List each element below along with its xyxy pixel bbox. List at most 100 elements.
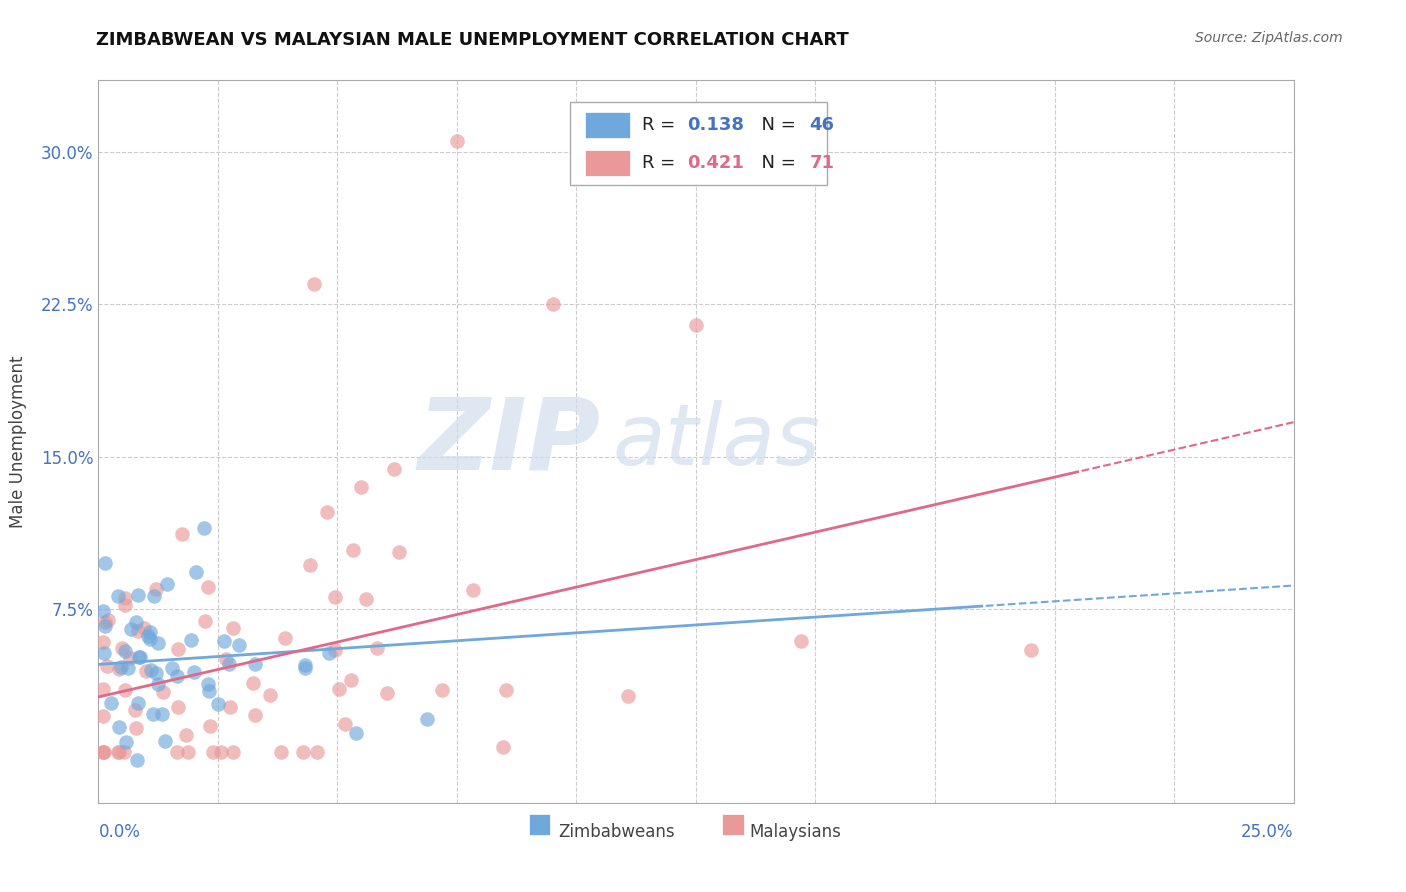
Point (114, 598, 136, 612)
Point (790, 634, 813, 648)
Point (340, 673, 363, 687)
Point (93, 745, 115, 759)
FancyBboxPatch shape (723, 814, 744, 835)
Point (125, 615, 148, 629)
Point (91, 635, 114, 649)
Point (91, 604, 114, 618)
FancyBboxPatch shape (585, 150, 630, 176)
Point (316, 505, 339, 519)
Point (323, 642, 346, 657)
Point (166, 669, 188, 683)
Point (318, 647, 340, 661)
Point (294, 661, 316, 675)
Point (432, 682, 454, 697)
Point (135, 664, 157, 678)
Point (197, 581, 219, 595)
Point (91, 681, 114, 696)
Point (107, 745, 129, 759)
Point (323, 591, 346, 605)
Point (207, 697, 229, 711)
Point (170, 527, 193, 541)
FancyBboxPatch shape (585, 112, 630, 138)
Point (354, 591, 377, 606)
Point (148, 636, 170, 650)
Point (150, 706, 173, 721)
Point (124, 703, 146, 717)
Point (183, 665, 205, 679)
Point (107, 745, 129, 759)
Point (94, 615, 117, 629)
Text: 25.0%: 25.0% (1241, 823, 1294, 841)
Point (200, 719, 222, 733)
Text: 0.138: 0.138 (688, 116, 745, 134)
Point (145, 666, 167, 681)
Point (120, 623, 142, 637)
Point (141, 663, 163, 677)
Y-axis label: Male Unemployment: Male Unemployment (8, 355, 27, 528)
Point (342, 543, 364, 558)
Point (114, 591, 136, 605)
Point (350, 480, 373, 494)
Point (299, 558, 322, 572)
Point (127, 696, 149, 710)
Point (382, 462, 405, 476)
Point (96, 659, 118, 673)
Point (111, 641, 134, 656)
Point (495, 683, 517, 698)
Point (344, 725, 367, 739)
Point (270, 745, 292, 759)
Point (218, 657, 240, 671)
Point (156, 576, 179, 591)
Point (142, 706, 165, 721)
Point (128, 649, 150, 664)
Point (685, 318, 707, 332)
Point (91, 709, 114, 723)
Point (100, 697, 122, 711)
Point (366, 640, 388, 655)
Point (139, 632, 162, 646)
Point (114, 643, 136, 657)
Text: 0.421: 0.421 (688, 153, 745, 171)
Text: ZIMBABWEAN VS MALAYSIAN MALE UNEMPLOYMENT CORRELATION CHART: ZIMBABWEAN VS MALAYSIAN MALE UNEMPLOYMEN… (96, 31, 848, 49)
Text: R =: R = (643, 153, 681, 171)
Point (186, 566, 208, 580)
Point (245, 707, 267, 722)
Point (167, 641, 190, 656)
Point (139, 624, 162, 639)
Point (294, 657, 316, 672)
Point (91, 745, 114, 759)
Point (114, 682, 136, 697)
Point (375, 686, 398, 700)
Point (166, 745, 188, 759)
Point (242, 675, 264, 690)
Point (218, 700, 240, 714)
Point (160, 661, 183, 675)
Point (302, 277, 325, 291)
Point (115, 735, 138, 749)
Point (228, 638, 250, 652)
Point (198, 683, 221, 698)
Point (617, 689, 640, 703)
Text: R =: R = (643, 116, 681, 134)
Text: atlas: atlas (613, 400, 820, 483)
Point (215, 651, 238, 665)
Point (125, 721, 148, 735)
Text: Malaysians: Malaysians (749, 823, 842, 841)
Point (117, 661, 139, 675)
Point (492, 740, 515, 755)
Point (328, 682, 350, 697)
Point (94, 557, 117, 571)
Point (134, 621, 156, 635)
Point (145, 582, 167, 597)
Text: 46: 46 (810, 116, 835, 134)
Point (274, 631, 297, 645)
Point (193, 521, 215, 535)
Point (446, 134, 468, 148)
Point (93, 646, 115, 660)
Point (388, 545, 411, 559)
Point (209, 745, 232, 759)
Point (167, 699, 190, 714)
Text: 0.0%: 0.0% (98, 823, 141, 841)
Point (416, 712, 439, 726)
Point (201, 745, 224, 759)
